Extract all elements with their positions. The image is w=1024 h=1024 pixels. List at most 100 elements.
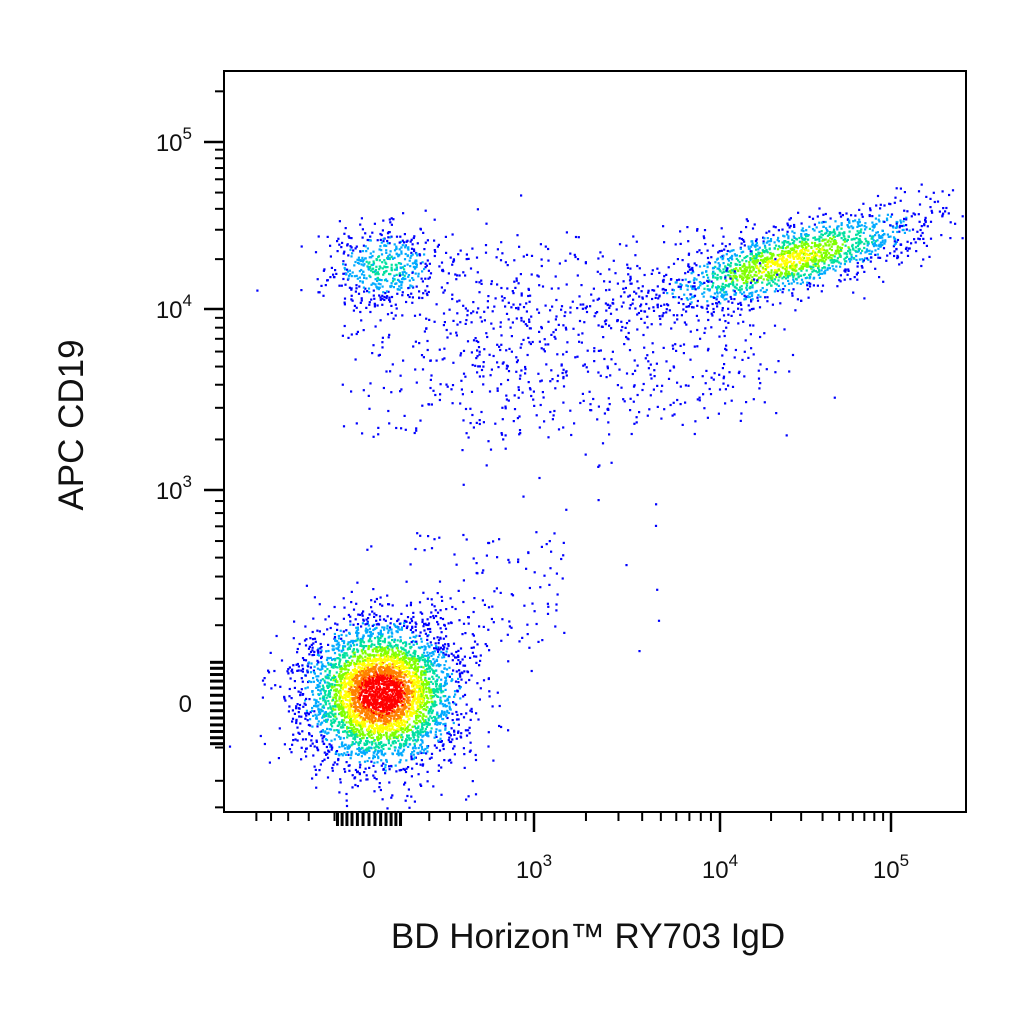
- event-dot: [413, 683, 417, 686]
- event-dot: [325, 714, 328, 718]
- event-dot: [287, 710, 290, 713]
- event-dot: [349, 696, 352, 700]
- event-dot: [386, 693, 389, 696]
- event-dot: [374, 717, 377, 720]
- event-dot: [401, 684, 404, 687]
- event-dot: [395, 688, 398, 691]
- event-dot: [316, 746, 319, 749]
- event-dot: [843, 263, 846, 266]
- event-dot: [314, 713, 317, 716]
- event-dot: [905, 228, 908, 231]
- event-dot: [366, 710, 369, 713]
- event-dot: [743, 240, 746, 243]
- event-dot: [349, 713, 352, 716]
- event-dot: [308, 732, 311, 735]
- event-dot: [941, 215, 944, 218]
- event-dot: [370, 724, 373, 727]
- event-dot: [360, 709, 363, 712]
- event-dot: [396, 728, 399, 731]
- event-dot: [640, 303, 643, 306]
- event-dot: [458, 662, 462, 665]
- event-dot: [376, 701, 379, 704]
- event-dot: [349, 706, 352, 709]
- event-dot: [360, 711, 364, 714]
- event-dot: [311, 654, 314, 657]
- event-dot: [754, 245, 757, 248]
- event-dot: [305, 638, 308, 641]
- event-dot: [323, 742, 326, 745]
- event-dot: [400, 628, 403, 631]
- event-dot: [781, 228, 784, 231]
- event-dot: [385, 760, 388, 763]
- event-dot: [402, 676, 406, 679]
- event-dot: [373, 731, 376, 734]
- event-dot: [706, 304, 709, 307]
- event-dot: [409, 647, 412, 650]
- event-dot: [381, 672, 384, 675]
- event-dot: [457, 677, 460, 680]
- event-dot: [369, 690, 372, 693]
- event-dot: [315, 699, 318, 702]
- event-dot: [356, 671, 359, 674]
- event-dot: [386, 624, 389, 627]
- event-dot: [417, 695, 420, 698]
- event-dot: [354, 703, 357, 706]
- event-dot: [375, 745, 378, 748]
- event-dot: [326, 727, 329, 730]
- event-dot: [330, 739, 333, 742]
- event-dot: [337, 690, 340, 693]
- event-dot: [347, 753, 350, 756]
- event-dot: [379, 666, 383, 669]
- event-dot: [371, 677, 375, 680]
- event-dot: [371, 730, 374, 733]
- event-dot: [411, 688, 414, 692]
- event-dot: [388, 712, 391, 715]
- event-dot: [922, 237, 925, 240]
- event-dot: [412, 696, 415, 699]
- event-dot: [723, 291, 726, 294]
- event-dot: [393, 623, 396, 626]
- event-dot: [359, 642, 362, 645]
- event-dot: [420, 665, 423, 668]
- event-dot: [662, 312, 665, 315]
- event-dot: [401, 703, 404, 706]
- event-dot: [363, 702, 366, 705]
- event-dot: [410, 692, 413, 695]
- event-dot: [725, 253, 728, 256]
- event-dot: [361, 639, 364, 642]
- event-dot: [409, 710, 412, 714]
- event-dot: [353, 676, 356, 679]
- event-dot: [279, 685, 282, 688]
- event-dot: [364, 725, 367, 728]
- event-dot: [622, 301, 625, 304]
- event-dot: [346, 699, 349, 702]
- event-dot: [716, 291, 719, 294]
- event-dot: [437, 663, 440, 666]
- event-dot: [363, 714, 367, 717]
- event-dot: [382, 674, 385, 677]
- event-dot: [389, 657, 393, 660]
- event-dot: [769, 239, 773, 243]
- event-dot: [772, 225, 775, 228]
- event-dot: [677, 285, 680, 288]
- event-dot: [327, 699, 330, 703]
- event-dot: [395, 660, 398, 663]
- event-dot: [464, 632, 467, 635]
- event-dot: [389, 689, 392, 692]
- event-dot: [900, 251, 903, 254]
- event-dot: [425, 623, 428, 627]
- event-dot: [346, 704, 350, 707]
- event-dot: [824, 220, 827, 224]
- event-dot: [455, 737, 458, 740]
- event-dot: [414, 653, 417, 656]
- event-dot: [317, 713, 320, 716]
- event-dot: [332, 708, 335, 711]
- event-dot: [326, 673, 329, 676]
- event-dot: [917, 237, 920, 240]
- event-dot: [359, 662, 362, 665]
- event-dot: [410, 757, 413, 760]
- event-dot: [342, 649, 345, 652]
- event-dot: [316, 663, 319, 666]
- event-dot: [407, 725, 410, 728]
- event-dot: [387, 603, 391, 606]
